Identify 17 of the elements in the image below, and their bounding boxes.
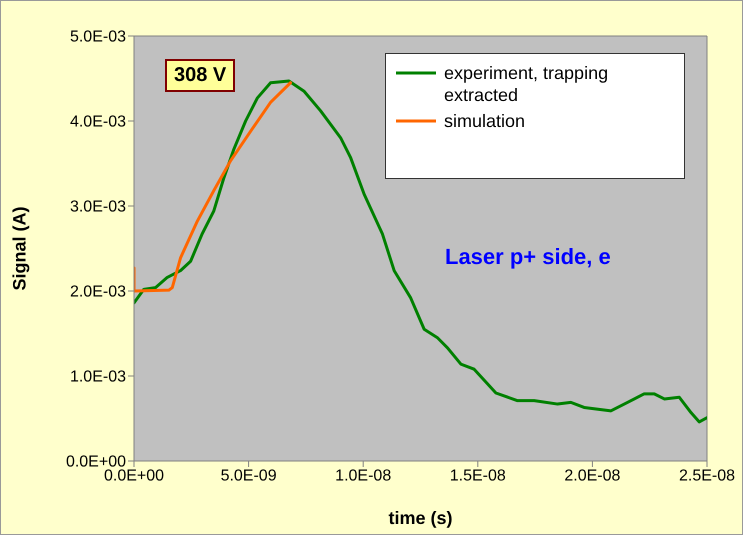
y-tick-label: 1.0E-03 — [70, 368, 126, 386]
x-tick-label: 2.5E-08 — [678, 467, 736, 484]
annotation: Laser p+ side, e — [445, 244, 611, 270]
y-axis-title: Signal (A) — [9, 206, 30, 290]
legend-label: simulation — [444, 110, 526, 132]
x-tick-label: 5.0E-09 — [220, 467, 277, 484]
y-tick-label: 2.0E-03 — [70, 284, 126, 301]
y-tick-label: 4.0E-03 — [70, 114, 126, 131]
y-tick-label: 5.0E-03 — [70, 28, 126, 46]
y-tick-label: 3.0E-03 — [70, 198, 126, 216]
x-tick-label: 1.0E-08 — [335, 467, 392, 484]
annotation: 308 V — [165, 59, 236, 92]
x-axis-title: time (s) — [388, 508, 453, 528]
x-tick-label: 1.5E-08 — [450, 467, 506, 484]
x-tick-label: 0.0E+00 — [104, 467, 164, 484]
x-tick-label: 2.0E-08 — [564, 467, 621, 484]
line-series — [134, 81, 292, 292]
